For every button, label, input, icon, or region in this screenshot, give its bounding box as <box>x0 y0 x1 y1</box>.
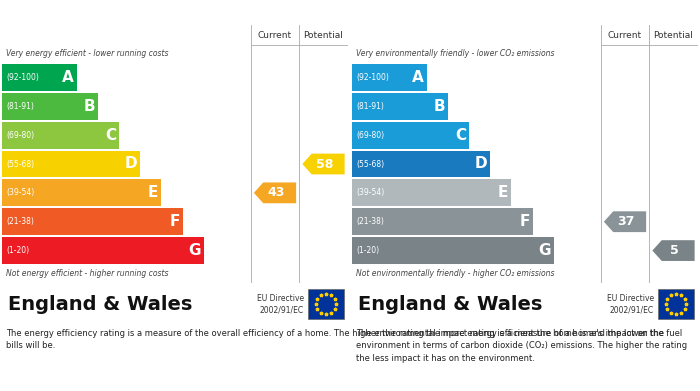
Bar <box>2 122 119 149</box>
Polygon shape <box>604 211 646 232</box>
Bar <box>352 208 533 235</box>
Text: EU Directive
2002/91/EC: EU Directive 2002/91/EC <box>257 294 304 314</box>
Text: (81-91): (81-91) <box>356 102 384 111</box>
Text: 43: 43 <box>267 187 285 199</box>
Text: Not environmentally friendly - higher CO₂ emissions: Not environmentally friendly - higher CO… <box>356 269 554 278</box>
Text: C: C <box>455 127 466 143</box>
Bar <box>2 64 77 91</box>
Bar <box>352 64 427 91</box>
Text: Not energy efficient - higher running costs: Not energy efficient - higher running co… <box>6 269 169 278</box>
Text: (81-91): (81-91) <box>6 102 34 111</box>
Text: B: B <box>433 99 445 114</box>
Text: (69-80): (69-80) <box>356 131 384 140</box>
Text: 37: 37 <box>617 215 635 228</box>
Text: Potential: Potential <box>654 30 694 39</box>
Text: England & Wales: England & Wales <box>8 294 192 314</box>
Text: (92-100): (92-100) <box>6 73 39 82</box>
Bar <box>352 151 490 178</box>
Polygon shape <box>302 154 344 174</box>
Text: (55-68): (55-68) <box>6 160 34 169</box>
Text: G: G <box>538 243 551 258</box>
Text: (69-80): (69-80) <box>6 131 34 140</box>
Polygon shape <box>652 240 694 261</box>
Text: C: C <box>105 127 116 143</box>
Bar <box>2 179 162 206</box>
Text: (39-54): (39-54) <box>356 188 384 197</box>
Text: Potential: Potential <box>304 30 344 39</box>
Text: 5: 5 <box>670 244 679 257</box>
Text: EU Directive
2002/91/EC: EU Directive 2002/91/EC <box>607 294 654 314</box>
Bar <box>308 289 344 319</box>
Text: Very environmentally friendly - lower CO₂ emissions: Very environmentally friendly - lower CO… <box>356 50 554 59</box>
Text: E: E <box>498 185 508 200</box>
Bar <box>658 289 694 319</box>
Text: (21-38): (21-38) <box>6 217 34 226</box>
Text: Very energy efficient - lower running costs: Very energy efficient - lower running co… <box>6 50 169 59</box>
Bar <box>2 237 204 264</box>
Text: Environmental Impact (CO₂) Rating: Environmental Impact (CO₂) Rating <box>358 6 604 19</box>
Polygon shape <box>254 183 296 203</box>
Bar <box>352 179 512 206</box>
Text: Current: Current <box>258 30 292 39</box>
Text: The environmental impact rating is a measure of a home's impact on the environme: The environmental impact rating is a mea… <box>356 329 687 363</box>
Text: (55-68): (55-68) <box>356 160 384 169</box>
Text: 58: 58 <box>316 158 333 170</box>
Text: (39-54): (39-54) <box>6 188 34 197</box>
Text: Energy Efficiency Rating: Energy Efficiency Rating <box>8 6 180 19</box>
Text: E: E <box>148 185 158 200</box>
Text: (1-20): (1-20) <box>6 246 29 255</box>
Text: F: F <box>169 214 179 229</box>
Text: G: G <box>188 243 201 258</box>
Text: England & Wales: England & Wales <box>358 294 542 314</box>
Text: B: B <box>83 99 95 114</box>
Text: (1-20): (1-20) <box>356 246 379 255</box>
Bar <box>352 122 469 149</box>
Text: The energy efficiency rating is a measure of the overall efficiency of a home. T: The energy efficiency rating is a measur… <box>6 329 682 350</box>
Bar <box>352 237 554 264</box>
Bar <box>2 208 183 235</box>
Text: (92-100): (92-100) <box>356 73 389 82</box>
Text: Current: Current <box>608 30 642 39</box>
Text: A: A <box>412 70 424 85</box>
Text: (21-38): (21-38) <box>356 217 384 226</box>
Text: A: A <box>62 70 74 85</box>
Text: D: D <box>125 156 137 172</box>
Text: F: F <box>519 214 529 229</box>
Bar <box>352 93 448 120</box>
Bar <box>2 93 98 120</box>
Bar <box>2 151 140 178</box>
Text: D: D <box>475 156 487 172</box>
